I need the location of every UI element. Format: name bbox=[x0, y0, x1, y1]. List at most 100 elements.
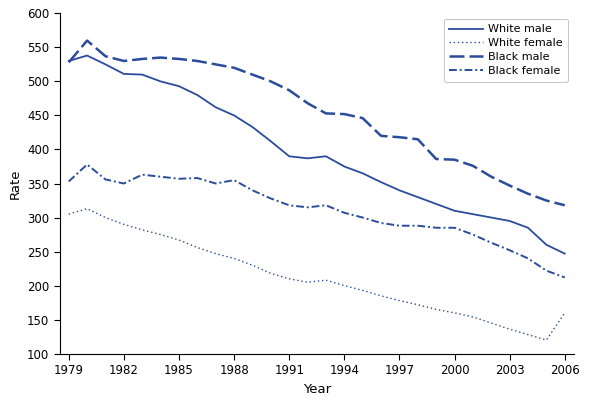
White female bbox=[157, 232, 164, 237]
Black female bbox=[488, 240, 495, 245]
Black male bbox=[138, 57, 145, 61]
Line: Black female: Black female bbox=[69, 164, 565, 278]
White male bbox=[230, 113, 237, 118]
Black female bbox=[249, 188, 256, 193]
White male bbox=[341, 164, 348, 169]
White female bbox=[396, 298, 403, 303]
Black male bbox=[102, 54, 109, 59]
Black male bbox=[286, 88, 293, 93]
Black female bbox=[138, 172, 145, 177]
White male bbox=[359, 171, 366, 176]
Black male bbox=[304, 101, 311, 105]
Black male bbox=[488, 174, 495, 179]
Black male bbox=[341, 112, 348, 116]
Black female bbox=[84, 162, 91, 167]
White female bbox=[469, 314, 477, 319]
Black female bbox=[157, 174, 164, 179]
Black male bbox=[176, 57, 183, 61]
Black female bbox=[120, 181, 127, 186]
White female bbox=[561, 310, 568, 315]
White female bbox=[84, 206, 91, 211]
Black male bbox=[396, 135, 403, 140]
Black male bbox=[267, 79, 274, 84]
Black female bbox=[543, 268, 550, 273]
White female bbox=[176, 238, 183, 242]
White male bbox=[267, 139, 274, 144]
White female bbox=[230, 256, 237, 261]
White male bbox=[561, 251, 568, 256]
Black female bbox=[378, 221, 385, 225]
White male bbox=[286, 154, 293, 159]
Black female bbox=[304, 205, 311, 210]
Black female bbox=[524, 256, 531, 261]
White female bbox=[65, 212, 72, 217]
Black male bbox=[414, 137, 421, 142]
Black male bbox=[524, 191, 531, 196]
White female bbox=[322, 278, 329, 283]
Black female bbox=[102, 177, 109, 182]
White male bbox=[451, 208, 458, 213]
White male bbox=[84, 53, 91, 58]
Black female bbox=[451, 225, 458, 230]
Black male bbox=[65, 60, 72, 65]
White female bbox=[359, 288, 366, 293]
Black female bbox=[267, 196, 274, 201]
White male bbox=[378, 180, 385, 185]
Y-axis label: Rate: Rate bbox=[8, 168, 21, 199]
White female bbox=[249, 263, 256, 267]
White female bbox=[212, 251, 219, 256]
White female bbox=[304, 280, 311, 285]
Black male bbox=[212, 62, 219, 67]
White female bbox=[194, 245, 201, 250]
White male bbox=[396, 188, 403, 193]
White female bbox=[543, 338, 550, 343]
White male bbox=[138, 72, 145, 77]
Black male bbox=[359, 116, 366, 120]
Black female bbox=[396, 223, 403, 228]
Black male bbox=[378, 133, 385, 138]
White male bbox=[304, 156, 311, 161]
Black male bbox=[506, 183, 513, 188]
Black female bbox=[322, 203, 329, 208]
Black female bbox=[176, 176, 183, 181]
White male bbox=[120, 72, 127, 76]
White male bbox=[212, 105, 219, 110]
Black female bbox=[286, 203, 293, 208]
Black male bbox=[469, 163, 477, 168]
White female bbox=[138, 227, 145, 232]
White male bbox=[194, 93, 201, 97]
White male bbox=[102, 62, 109, 67]
White male bbox=[506, 219, 513, 223]
White male bbox=[65, 59, 72, 63]
Line: Black male: Black male bbox=[69, 40, 565, 205]
White female bbox=[506, 327, 513, 332]
Black male bbox=[433, 157, 440, 162]
White female bbox=[488, 321, 495, 326]
Black female bbox=[359, 215, 366, 220]
White male bbox=[543, 242, 550, 247]
White male bbox=[469, 212, 477, 217]
Black female bbox=[230, 178, 237, 183]
Black female bbox=[341, 210, 348, 215]
Legend: White male, White female, Black male, Black female: White male, White female, Black male, Bl… bbox=[444, 19, 568, 82]
White female bbox=[120, 222, 127, 227]
White female bbox=[414, 302, 421, 307]
White female bbox=[341, 283, 348, 288]
Black female bbox=[414, 223, 421, 228]
Black male bbox=[561, 203, 568, 208]
White male bbox=[157, 79, 164, 84]
Black male bbox=[230, 65, 237, 70]
White female bbox=[267, 271, 274, 276]
Black male bbox=[157, 55, 164, 60]
Line: White male: White male bbox=[69, 55, 565, 254]
White male bbox=[249, 124, 256, 129]
Black female bbox=[561, 275, 568, 280]
Black male bbox=[249, 72, 256, 77]
Black female bbox=[194, 176, 201, 181]
White female bbox=[433, 307, 440, 312]
Black female bbox=[506, 248, 513, 252]
Black male bbox=[543, 198, 550, 203]
White female bbox=[378, 293, 385, 298]
Black female bbox=[433, 225, 440, 230]
White female bbox=[286, 276, 293, 281]
